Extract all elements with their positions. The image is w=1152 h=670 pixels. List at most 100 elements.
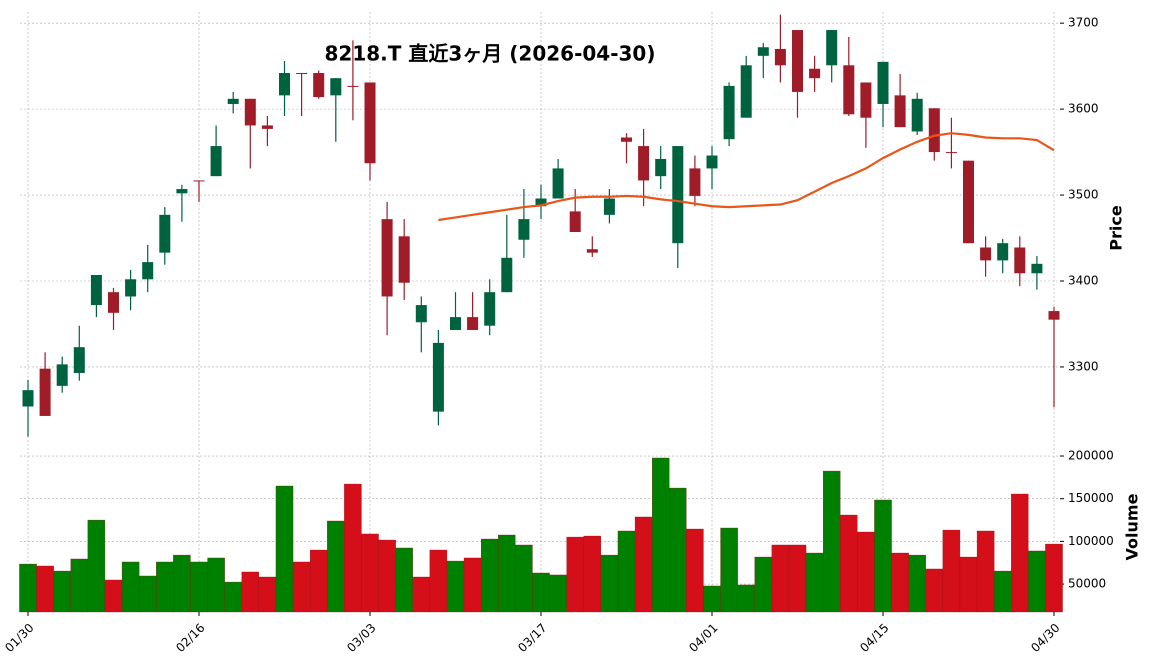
- y-tick-label: 3300: [1068, 359, 1099, 373]
- volume-bar: [994, 570, 1012, 613]
- candle-body: [467, 317, 479, 330]
- volume-bar: [224, 581, 242, 613]
- volume-bar: [190, 561, 208, 613]
- candle-body: [450, 317, 461, 330]
- candle-body: [518, 219, 530, 240]
- volume-bar: [515, 544, 533, 613]
- volume-bar: [138, 575, 157, 613]
- y-tick-label: 3600: [1068, 102, 1099, 116]
- candle-body: [364, 82, 376, 164]
- volume-bar: [378, 539, 396, 613]
- candle-body: [774, 48, 786, 66]
- volume-bar: [429, 549, 448, 613]
- volume-bar: [600, 554, 619, 613]
- candle-body: [193, 180, 205, 182]
- volume-bar: [412, 576, 431, 613]
- candle-body: [108, 292, 119, 313]
- volume-bar: [840, 514, 858, 613]
- candle-body: [1014, 247, 1026, 274]
- candle-body: [586, 249, 598, 253]
- candle-body: [894, 95, 906, 128]
- volume-bar: [258, 576, 277, 613]
- candle-body: [792, 30, 803, 92]
- volume-bar: [53, 570, 71, 613]
- volume-bar: [634, 516, 653, 613]
- candle-body: [809, 68, 821, 79]
- volume-bar: [344, 483, 362, 613]
- candle-body: [843, 65, 855, 115]
- x-tick-label: 04/30: [1028, 621, 1062, 655]
- moving-average-line: [438, 132, 1055, 222]
- chart-title: 8218.T 直近3ヶ月 (2026-04-30): [325, 42, 656, 66]
- volume-bar: [241, 571, 260, 613]
- y2-tick-label: 150000: [1068, 491, 1114, 505]
- x-tick-label: 03/17: [515, 621, 549, 655]
- volume-bar: [617, 530, 636, 613]
- candle-body: [22, 390, 34, 407]
- candle-body: [484, 292, 496, 326]
- candle-body: [330, 78, 342, 96]
- volume-bar: [583, 535, 602, 613]
- y-tick-label: 3500: [1068, 188, 1099, 202]
- volume-bar: [104, 579, 123, 613]
- x-tick-label: 02/16: [173, 621, 207, 655]
- volume-bar: [857, 531, 875, 613]
- y2-axis-label: Volume: [1123, 493, 1142, 560]
- candle-body: [723, 85, 735, 140]
- y-tick-label: 3700: [1068, 16, 1099, 30]
- candle-body: [655, 158, 667, 177]
- volume-bar: [925, 568, 944, 613]
- volume-bar: [395, 547, 413, 613]
- candle-body: [621, 137, 632, 142]
- candle-body: [672, 146, 684, 244]
- candle-body: [1048, 311, 1060, 320]
- volume-bar: [207, 557, 225, 613]
- candle-body: [279, 73, 290, 96]
- candle-body: [928, 108, 940, 153]
- candle-body: [313, 73, 325, 98]
- y-axis-label: Price: [1107, 205, 1126, 251]
- candle-body: [689, 168, 701, 196]
- volume-bar: [309, 549, 328, 613]
- candle-body: [347, 85, 359, 87]
- volume-bar: [908, 554, 926, 613]
- y2-tick-label: 50000: [1068, 577, 1106, 591]
- x-tick-label: 01/30: [2, 621, 36, 655]
- candle-body: [535, 198, 547, 207]
- candle-body: [877, 61, 889, 104]
- x-tick-label: 03/03: [344, 621, 378, 655]
- volume-bar: [1011, 493, 1029, 613]
- candle-body: [740, 65, 752, 118]
- volume-bar: [480, 538, 499, 613]
- candle-body: [569, 211, 581, 233]
- candle-body: [210, 146, 222, 177]
- volume-bar: [891, 552, 909, 613]
- volume-bar: [737, 584, 755, 613]
- candle-body: [997, 243, 1009, 261]
- volume-bar: [720, 527, 738, 613]
- volume-bar: [327, 520, 345, 613]
- volume-bar: [532, 572, 550, 613]
- candle-body: [159, 214, 171, 253]
- volume-bar: [549, 574, 567, 613]
- y2-tick-label: 100000: [1068, 534, 1114, 548]
- volume-bar: [19, 563, 37, 613]
- volume-bar: [498, 534, 516, 613]
- volume-bar: [36, 565, 54, 613]
- volume-bar: [1045, 543, 1063, 613]
- volume-bar: [292, 561, 311, 613]
- candle-body: [638, 146, 650, 181]
- candle-body: [552, 168, 564, 199]
- volume-bar: [566, 536, 584, 613]
- volume-bar: [173, 554, 191, 613]
- candle-body: [415, 305, 427, 323]
- candle-body: [125, 279, 137, 297]
- candle-body: [432, 342, 444, 412]
- candle-body: [296, 73, 308, 75]
- candle-body: [1031, 263, 1043, 274]
- candle-body: [244, 98, 256, 126]
- volume-bar: [942, 529, 961, 613]
- volume-bar: [652, 457, 670, 613]
- volume-bar: [823, 470, 841, 613]
